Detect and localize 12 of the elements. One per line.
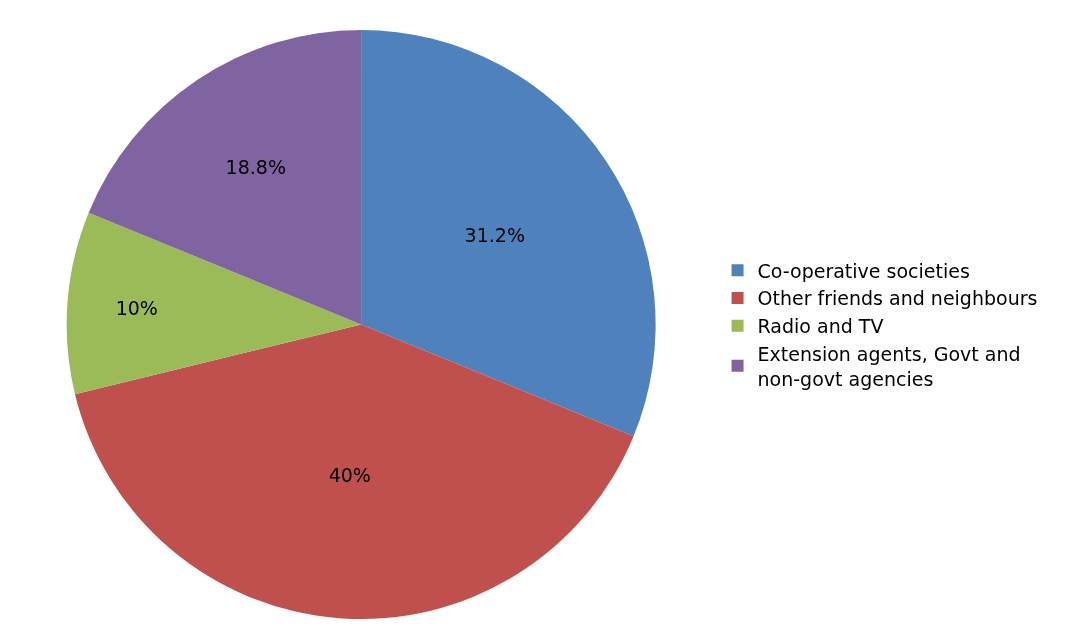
data-label: 31.2% <box>464 223 525 246</box>
data-label: 40% <box>328 464 371 487</box>
pie-slice <box>66 212 362 395</box>
legend-label: Other friends and neighbours <box>757 287 1038 310</box>
legend-label: Extension agents, Govt and non-govt agencies <box>757 342 1021 390</box>
data-label: 18.8% <box>225 156 286 179</box>
data-label: 10% <box>115 296 158 319</box>
pie-slice <box>361 30 656 437</box>
legend-label: Radio and TV <box>757 315 884 338</box>
legend-label: Co-operative societies <box>757 259 970 282</box>
pie-slice <box>74 324 634 619</box>
pie-slice <box>88 30 362 325</box>
